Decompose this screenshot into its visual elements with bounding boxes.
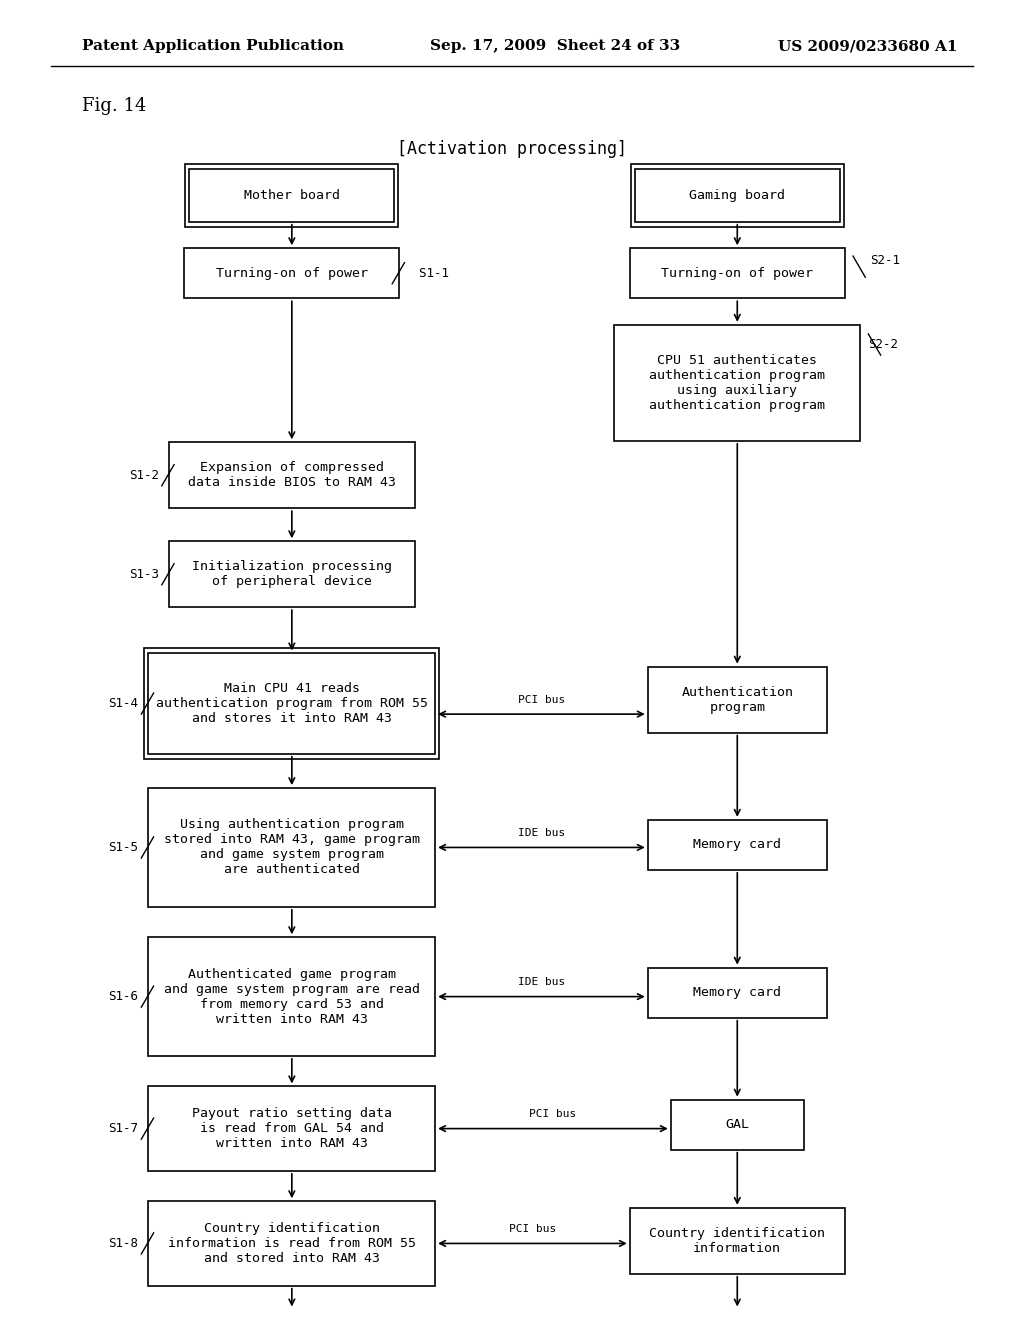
FancyBboxPatch shape [148, 937, 435, 1056]
Text: S2-2: S2-2 [868, 338, 898, 351]
Text: US 2009/0233680 A1: US 2009/0233680 A1 [778, 40, 957, 53]
FancyBboxPatch shape [148, 788, 435, 907]
Text: Payout ratio setting data
is read from GAL 54 and
written into RAM 43: Payout ratio setting data is read from G… [191, 1107, 392, 1150]
Text: Using authentication program
stored into RAM 43, game program
and game system pr: Using authentication program stored into… [164, 818, 420, 876]
Text: Mother board: Mother board [244, 189, 340, 202]
FancyBboxPatch shape [635, 169, 840, 222]
Text: Sep. 17, 2009  Sheet 24 of 33: Sep. 17, 2009 Sheet 24 of 33 [430, 40, 680, 53]
Text: GAL: GAL [725, 1118, 750, 1131]
FancyBboxPatch shape [630, 1208, 845, 1274]
Text: Memory card: Memory card [693, 838, 781, 851]
Text: Initialization processing
of peripheral device: Initialization processing of peripheral … [191, 560, 392, 589]
FancyBboxPatch shape [647, 968, 826, 1018]
Text: S1-4: S1-4 [109, 697, 138, 710]
Text: PCI bus: PCI bus [518, 694, 565, 705]
Text: IDE bus: IDE bus [518, 977, 565, 987]
Text: PCI bus: PCI bus [529, 1109, 577, 1119]
Text: Main CPU 41 reads
authentication program from ROM 55
and stores it into RAM 43: Main CPU 41 reads authentication program… [156, 682, 428, 725]
Text: Country identification
information: Country identification information [649, 1226, 825, 1255]
FancyBboxPatch shape [647, 820, 826, 870]
Text: PCI bus: PCI bus [509, 1224, 556, 1234]
Text: Turning-on of power: Turning-on of power [662, 267, 813, 280]
Text: Expansion of compressed
data inside BIOS to RAM 43: Expansion of compressed data inside BIOS… [187, 461, 396, 490]
Text: CPU 51 authenticates
authentication program
using auxiliary
authentication progr: CPU 51 authenticates authentication prog… [649, 354, 825, 412]
FancyBboxPatch shape [148, 1086, 435, 1171]
Text: Fig. 14: Fig. 14 [82, 96, 146, 115]
FancyBboxPatch shape [169, 541, 415, 607]
Text: Turning-on of power: Turning-on of power [216, 267, 368, 280]
FancyBboxPatch shape [148, 1201, 435, 1286]
Text: Patent Application Publication: Patent Application Publication [82, 40, 344, 53]
Text: Authenticated game program
and game system program are read
from memory card 53 : Authenticated game program and game syst… [164, 968, 420, 1026]
FancyBboxPatch shape [614, 325, 860, 441]
Text: S1-2: S1-2 [129, 469, 159, 482]
Text: S1-7: S1-7 [109, 1122, 138, 1135]
Text: Authentication
program: Authentication program [681, 685, 794, 714]
FancyBboxPatch shape [184, 248, 399, 298]
FancyBboxPatch shape [169, 442, 415, 508]
Text: Country identification
information is read from ROM 55
and stored into RAM 43: Country identification information is re… [168, 1222, 416, 1265]
Text: S1-1: S1-1 [404, 267, 450, 280]
FancyBboxPatch shape [189, 169, 394, 222]
Text: Memory card: Memory card [693, 986, 781, 999]
Text: [Activation processing]: [Activation processing] [397, 140, 627, 158]
Text: S1-5: S1-5 [109, 841, 138, 854]
Text: S2-1: S2-1 [870, 253, 900, 267]
Text: S1-3: S1-3 [129, 568, 159, 581]
FancyBboxPatch shape [647, 667, 826, 733]
Text: S1-6: S1-6 [109, 990, 138, 1003]
FancyBboxPatch shape [148, 653, 435, 754]
Text: S1-8: S1-8 [109, 1237, 138, 1250]
Text: IDE bus: IDE bus [518, 828, 565, 838]
Text: Gaming board: Gaming board [689, 189, 785, 202]
FancyBboxPatch shape [630, 248, 845, 298]
FancyBboxPatch shape [671, 1100, 804, 1150]
